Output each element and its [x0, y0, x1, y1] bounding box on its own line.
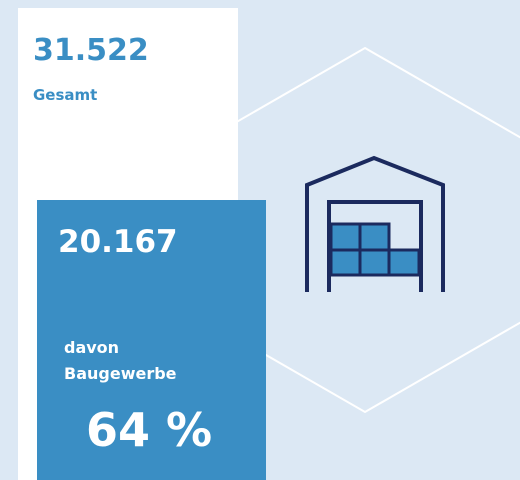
total-label: Gesamt: [33, 86, 97, 104]
boxes: [329, 222, 421, 277]
total-value: 31.522: [33, 33, 149, 68]
box: [329, 248, 362, 277]
warehouse-icon: [305, 155, 445, 292]
warehouse-outline: [305, 155, 445, 292]
construction-label-line1: davon: [64, 338, 119, 357]
box: [358, 248, 391, 277]
construction-share: 64 %: [86, 403, 212, 457]
construction-value: 20.167: [58, 224, 178, 260]
construction-card: [37, 200, 266, 480]
construction-label-line2: Baugewerbe: [64, 364, 177, 383]
warehouse-door: [327, 200, 423, 292]
box: [387, 248, 421, 277]
box: [329, 222, 362, 252]
box: [358, 222, 391, 252]
